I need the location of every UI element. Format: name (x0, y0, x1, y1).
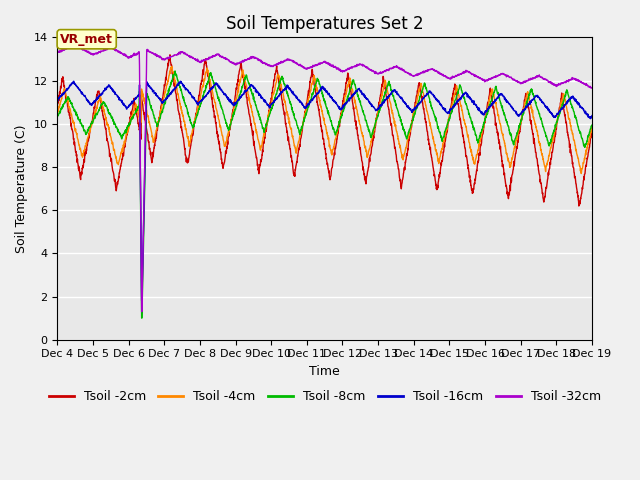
Text: VR_met: VR_met (60, 33, 113, 46)
Y-axis label: Soil Temperature (C): Soil Temperature (C) (15, 124, 28, 253)
Legend: Tsoil -2cm, Tsoil -4cm, Tsoil -8cm, Tsoil -16cm, Tsoil -32cm: Tsoil -2cm, Tsoil -4cm, Tsoil -8cm, Tsoi… (44, 385, 605, 408)
X-axis label: Time: Time (309, 365, 340, 378)
Title: Soil Temperatures Set 2: Soil Temperatures Set 2 (226, 15, 424, 33)
